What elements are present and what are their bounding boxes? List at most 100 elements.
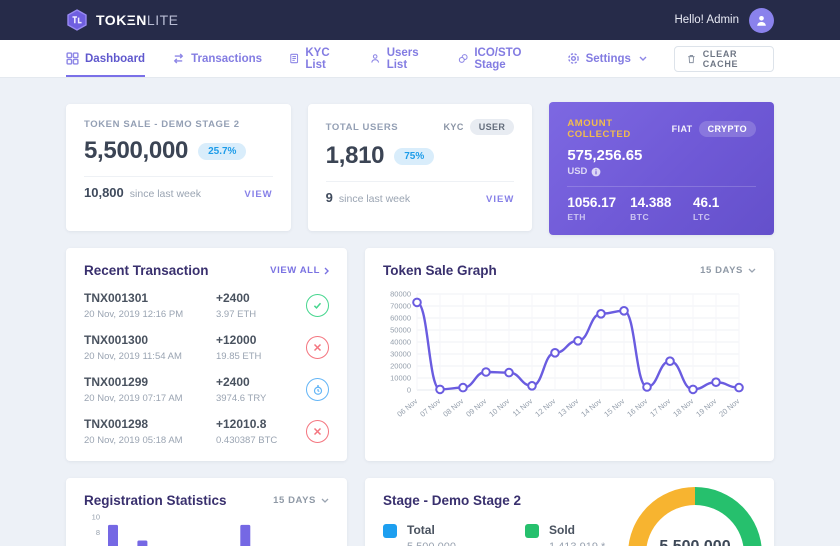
token-sale-percent-badge: 25.7% — [198, 142, 247, 160]
nav-item-settings[interactable]: Settings — [567, 40, 647, 77]
crypto-eth: 1056.17 ETH — [567, 195, 617, 222]
kyc-list-icon — [290, 53, 299, 64]
svg-text:09 Nov: 09 Nov — [464, 396, 488, 418]
registration-statistics-card: Registration Statistics 15 DAYS 1086420 — [66, 478, 347, 546]
greeting-text: Hello! Admin — [674, 14, 739, 26]
avatar[interactable] — [749, 7, 774, 33]
users-list-icon — [371, 54, 380, 63]
total-users-delta: 9 — [325, 190, 333, 205]
status-canceled-icon[interactable] — [306, 336, 329, 359]
nav-item-users-list[interactable]: Users List — [370, 40, 431, 77]
token-sale-graph-title: Token Sale Graph — [383, 263, 497, 278]
legend-swatch-total — [383, 524, 397, 538]
amount-collected-value: 575,256.65 — [567, 147, 643, 164]
legend-swatch-sold — [525, 524, 539, 538]
svg-text:50000: 50000 — [390, 326, 411, 335]
status-pending-icon[interactable] — [306, 378, 329, 401]
token-sale-delta-suffix: since last week — [129, 188, 201, 200]
chevron-down-icon — [321, 498, 329, 503]
token-sale-delta: 10,800 — [84, 185, 124, 200]
toggle-crypto[interactable]: CRYPTO — [698, 121, 756, 137]
total-users-value: 1,810 — [325, 142, 385, 169]
chevron-down-icon — [639, 56, 647, 61]
legend-item-sold: Sold 1,413,919 * — [525, 523, 653, 546]
svg-text:15 Nov: 15 Nov — [602, 396, 626, 418]
trash-icon — [688, 54, 695, 63]
main-content: TOKEN SALE - DEMO STAGE 2 5,500,000 25.7… — [0, 78, 840, 546]
ico-sto-icon — [458, 54, 468, 63]
svg-text:70000: 70000 — [390, 302, 411, 311]
recent-transactions-title: Recent Transaction — [84, 263, 209, 278]
svg-text:13 Nov: 13 Nov — [556, 396, 580, 418]
brand-logo[interactable]: TOKΞNLITE — [66, 9, 179, 31]
transaction-row[interactable]: TNX001298 20 Nov, 2019 05:18 AM +12010.8… — [84, 417, 329, 446]
toggle-user[interactable]: USER — [469, 119, 515, 135]
crypto-ltc: 46.1 LTC — [692, 195, 720, 222]
amount-collected-label: AMOUNT COLLECTED — [567, 118, 631, 140]
svg-text:17 Nov: 17 Nov — [648, 396, 672, 418]
toggle-fiat[interactable]: FIAT — [671, 124, 693, 134]
legend-item-total: Total 5,500,000 — [383, 523, 511, 546]
transaction-row[interactable]: TNX001300 20 Nov, 2019 11:54 AM +12000 1… — [84, 333, 329, 362]
status-confirmed-icon[interactable] — [306, 294, 329, 317]
svg-text:12 Nov: 12 Nov — [533, 396, 557, 418]
crypto-btc: 14.388 BTC — [630, 195, 672, 222]
svg-text:10000: 10000 — [390, 374, 411, 383]
svg-text:20000: 20000 — [390, 362, 411, 371]
total-users-view-link[interactable]: VIEW — [486, 194, 515, 205]
tokenlite-logo-icon — [67, 9, 87, 31]
svg-text:10 Nov: 10 Nov — [487, 396, 511, 418]
svg-text:60000: 60000 — [390, 314, 411, 323]
nav-item-ico-sto-stage[interactable]: ICO/STO Stage — [458, 40, 540, 77]
token-sale-graph-card: Token Sale Graph 15 DAYS 0 10000 20000 3000… — [365, 248, 774, 461]
status-canceled-icon[interactable] — [306, 420, 329, 443]
svg-text:20 Nov: 20 Nov — [717, 396, 741, 418]
top-header: TOKΞNLITE Hello! Admin — [0, 0, 840, 40]
amount-currency: USD — [567, 166, 588, 177]
svg-text:8: 8 — [96, 528, 100, 537]
token-sale-stat-card: TOKEN SALE - DEMO STAGE 2 5,500,000 25.7… — [66, 104, 291, 231]
token-sale-label: TOKEN SALE - DEMO STAGE 2 — [84, 119, 240, 130]
svg-text:06 Nov: 06 Nov — [395, 396, 419, 418]
svg-text:07 Nov: 07 Nov — [418, 396, 442, 418]
nav-item-transactions[interactable]: Transactions — [172, 40, 262, 77]
clear-cache-button[interactable]: CLEAR CACHE — [673, 45, 774, 72]
toggle-kyc[interactable]: KYC — [443, 122, 464, 132]
settings-gear-icon — [567, 53, 579, 64]
nav-item-kyc-list[interactable]: KYC List — [289, 40, 343, 77]
view-all-link[interactable]: VIEW ALL — [270, 265, 329, 276]
registration-range-dropdown[interactable]: 15 DAYS — [273, 495, 329, 506]
svg-text:18 Nov: 18 Nov — [671, 396, 695, 418]
svg-text:10: 10 — [92, 513, 100, 522]
total-users-label: TOTAL USERS — [325, 121, 399, 133]
stage-title: Stage - Demo Stage 2 — [383, 493, 522, 508]
token-sale-line-chart: 0 10000 20000 30000 40000 50000 60000 70000 8000… — [390, 290, 744, 419]
chevron-down-icon — [748, 268, 756, 273]
svg-text:80000: 80000 — [390, 290, 411, 299]
nav-item-dashboard[interactable]: Dashboard — [66, 40, 146, 77]
svg-text:0: 0 — [407, 386, 411, 395]
total-users-delta-suffix: since last week — [338, 193, 411, 205]
transactions-icon — [173, 53, 184, 64]
stage-donut-center: 5,500,000 TLE — [646, 505, 744, 546]
token-sale-view-link[interactable]: VIEW — [244, 189, 273, 200]
stage-summary-card: Stage - Demo Stage 2 Total 5,500,000 Sol… — [365, 478, 774, 546]
kyc-user-toggle: KYC USER — [444, 119, 515, 135]
fiat-crypto-toggle: FIAT CRYPTO — [672, 121, 756, 137]
brand-name: TOKΞNLITE — [96, 12, 179, 28]
registration-statistics-title: Registration Statistics — [84, 493, 227, 508]
svg-text:40000: 40000 — [390, 338, 411, 347]
info-icon[interactable] — [591, 167, 601, 177]
transaction-row[interactable]: TNX001299 20 Nov, 2019 07:17 AM +2400 39… — [84, 375, 329, 404]
token-sale-range-dropdown[interactable]: 15 DAYS — [700, 265, 756, 276]
svg-text:6: 6 — [96, 544, 100, 546]
chevron-right-icon — [324, 267, 329, 274]
svg-text:19 Nov: 19 Nov — [694, 396, 718, 418]
transaction-row[interactable]: TNX001301 20 Nov, 2019 12:16 PM +2400 3.… — [84, 291, 329, 320]
stage-legend: Total 5,500,000 Sold 1,413,919 * Sale % — [383, 523, 756, 546]
main-nav: Dashboard Transactions KYC List Users Li… — [0, 40, 840, 78]
svg-text:11 Nov: 11 Nov — [511, 396, 535, 418]
total-users-percent-badge: 75% — [394, 147, 435, 165]
user-icon — [757, 15, 766, 26]
dashboard-icon — [66, 52, 79, 65]
